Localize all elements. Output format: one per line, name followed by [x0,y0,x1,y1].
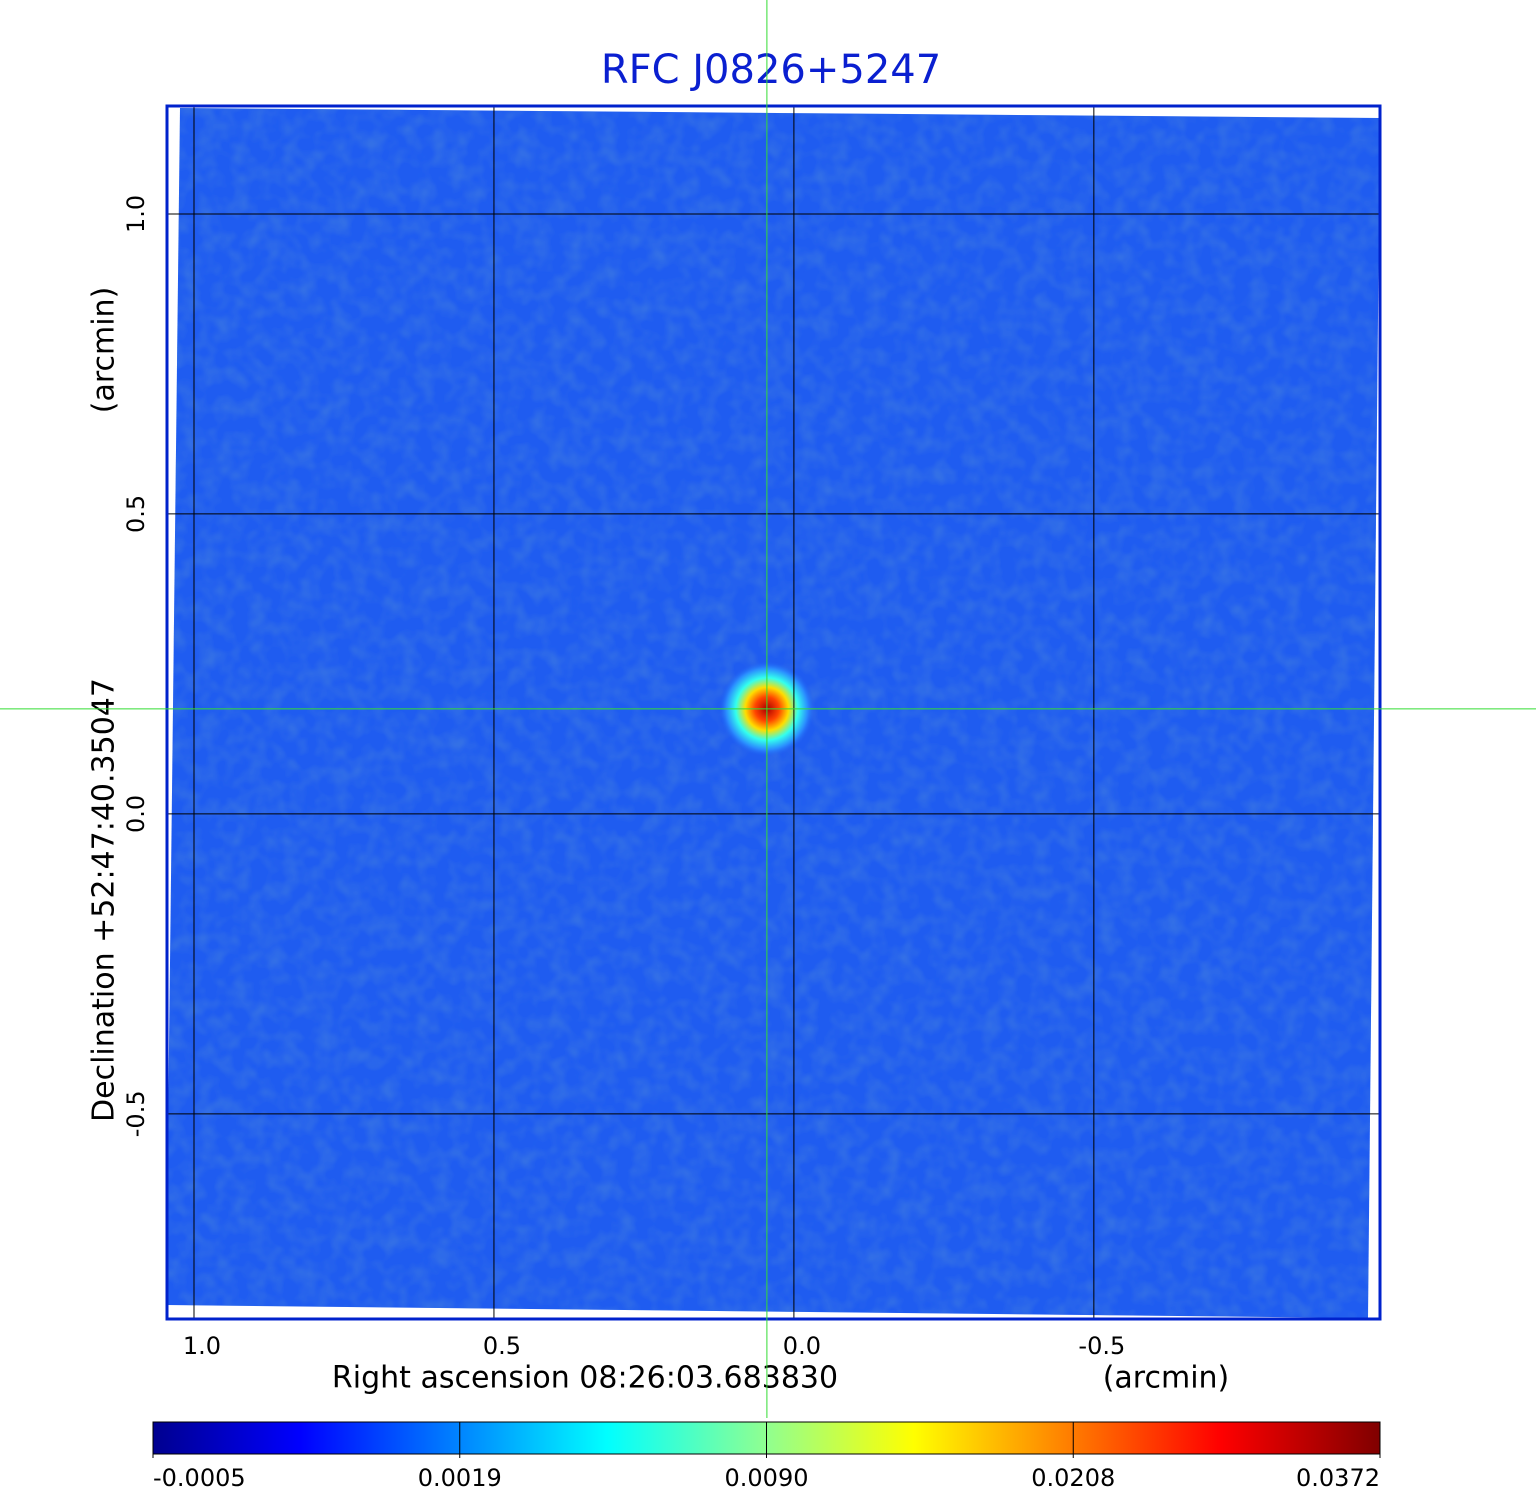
y-axis-label: Declination +52:47:40.35047 [87,678,122,1122]
y-tick-label: -0.5 [122,1090,150,1137]
x-tick-label: 1.0 [183,1332,221,1360]
colorbar-tick-label: 0.0208 [1031,1464,1115,1492]
colorbar-tick-label: 0.0019 [418,1464,502,1492]
x-tick-label: -0.5 [1078,1332,1125,1360]
x-tick-label: 0.5 [483,1332,521,1360]
plot-frame [165,104,1382,1321]
colorbar-tick-label: -0.0005 [153,1464,246,1492]
y-axis-unit: (arcmin) [87,287,122,414]
y-tick-label: 0.5 [122,495,150,533]
y-tick-label: 1.0 [122,195,150,233]
x-tick-label: 0.0 [783,1332,821,1360]
colorbar-tick-label: 0.0090 [725,1464,809,1492]
colorbar-tick-label: 0.0372 [1296,1464,1380,1492]
y-tick-label: 0.0 [122,795,150,833]
x-axis-label: Right ascension 08:26:03.683830 [332,1361,838,1396]
chart-title: RFC J0826+5247 [601,47,941,93]
x-axis-unit: (arcmin) [1103,1361,1230,1396]
